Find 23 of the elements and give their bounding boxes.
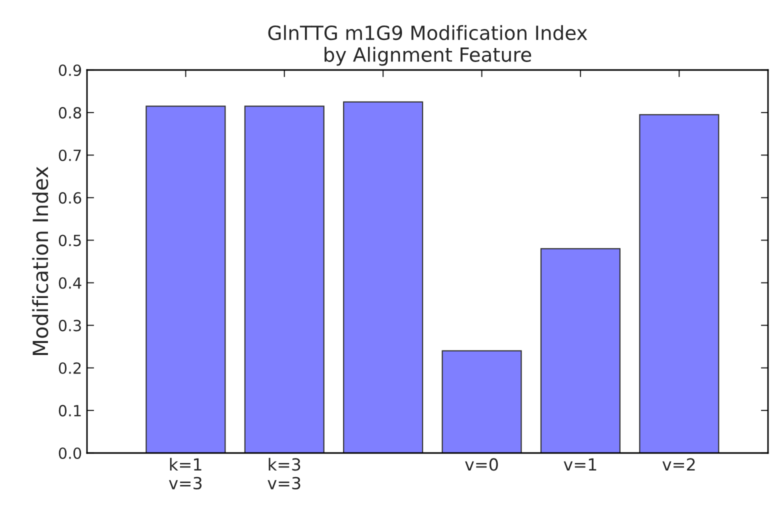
x-tick-label: k=3 v=3 <box>268 458 300 490</box>
x-tick-label: v=1 <box>564 458 596 471</box>
bar <box>146 106 226 453</box>
y-tick-label: 0.0 <box>58 447 82 460</box>
bar <box>343 101 424 453</box>
bar <box>442 350 522 453</box>
y-tick-label: 0.8 <box>58 107 82 119</box>
y-tick-label: 0.9 <box>58 64 82 76</box>
y-tick-label: 0.5 <box>58 234 81 246</box>
chart-title: GlnTTG m1G9 Modification Index by Alignment Feature <box>268 25 588 66</box>
bar <box>540 248 621 453</box>
y-tick-label: 0.6 <box>58 192 82 204</box>
y-axis-title: Modification Index <box>32 166 48 355</box>
bar <box>244 106 324 453</box>
y-tick-label: 0.2 <box>58 362 81 374</box>
y-tick-label: 0.3 <box>58 320 81 332</box>
x-tick-label: v=2 <box>662 458 695 471</box>
bar <box>639 114 720 453</box>
y-tick-label: 0.7 <box>58 150 81 162</box>
y-tick-label: 0.4 <box>58 277 82 289</box>
x-tick-label: k=1 v=3 <box>168 458 202 490</box>
y-tick-label: 0.1 <box>58 404 81 416</box>
x-tick-label: v=0 <box>465 458 498 471</box>
